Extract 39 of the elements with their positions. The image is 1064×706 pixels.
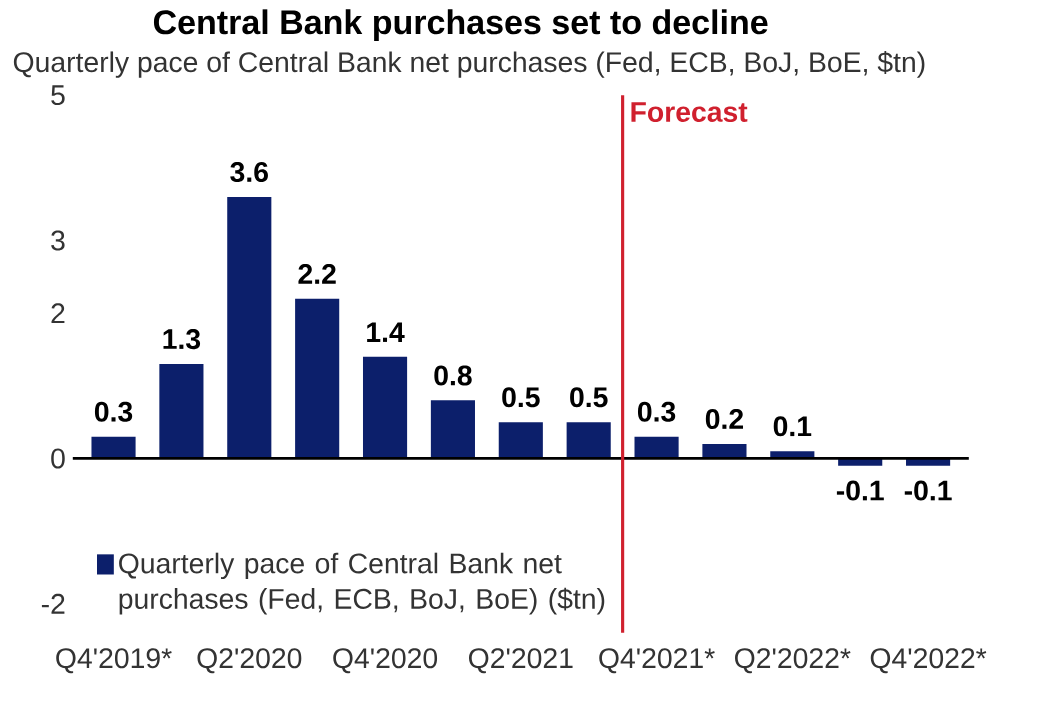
data-label: 0.2 — [705, 409, 744, 430]
y-tick-label: 2 — [51, 303, 65, 324]
x-tick-label: Q4'2022* — [870, 648, 987, 674]
ref-line-label: Forecast — [631, 102, 748, 123]
bar — [362, 356, 408, 459]
x-tick-label: Q4'2021* — [599, 648, 715, 674]
chart-subtitle: Quarterly pace of Central Bank net purchases (Fed, ECB, BoJ, BoE, $tn) — [13, 51, 925, 79]
data-label: 2.2 — [298, 264, 336, 284]
y-tick-label: 0 — [51, 448, 65, 469]
legend-label: Quarterly pace of Central Bank net purchases (Fed, ECB, BoJ, BoE) ($tn) — [119, 552, 605, 615]
bar — [295, 298, 340, 459]
data-label: 0.5 — [570, 387, 608, 408]
data-label: 0.1 — [773, 416, 812, 437]
data-label: 0.5 — [502, 387, 540, 408]
data-label: 0.8 — [434, 365, 472, 386]
bar — [430, 400, 475, 459]
x-tick-label: Q2'2020 — [197, 648, 302, 674]
data-label: -0.1 — [904, 480, 952, 501]
bar — [91, 436, 136, 459]
bar — [634, 436, 679, 459]
bar — [566, 422, 611, 459]
data-label: 1.4 — [367, 322, 405, 343]
x-tick-label: Q2'2022* — [735, 648, 851, 674]
x-tick-label: Q2'2021 — [469, 648, 573, 674]
y-tick-label: 5 — [51, 85, 65, 106]
bar — [227, 197, 272, 459]
data-label: -0.1 — [836, 480, 884, 501]
bar — [702, 444, 747, 459]
y-tick-label: -2 — [41, 594, 65, 614]
x-tick-label: Q4'2020 — [333, 648, 438, 674]
bar — [159, 364, 204, 459]
x-tick-label: Q4'2019* — [56, 648, 172, 674]
data-label: 3.6 — [230, 162, 268, 183]
bar — [498, 422, 543, 459]
data-label: 0.3 — [637, 401, 676, 423]
y-tick-label: 3 — [51, 230, 65, 251]
chart-title: Central Bank purchases set to decline — [153, 9, 768, 42]
data-label: 0.3 — [94, 401, 133, 423]
data-label: 1.3 — [163, 329, 201, 350]
